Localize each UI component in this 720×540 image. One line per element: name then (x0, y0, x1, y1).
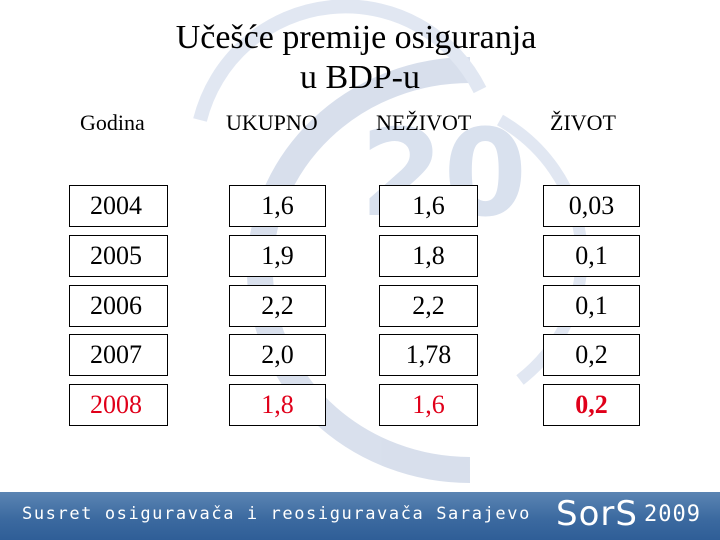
header-ukupno: UKUPNO (226, 110, 318, 135)
cell-ukupno-2007: 2,0 (229, 334, 326, 376)
cell-ukupno-2008: 1,8 (229, 384, 326, 426)
cell-zivot-2008: 0,2 (543, 384, 640, 426)
cell-nezivot-2004: 1,6 (379, 185, 478, 227)
cell-ukupno-2006: 2,2 (229, 285, 326, 327)
cell-year-2007: 2007 (69, 334, 168, 376)
cell-nezivot-2006: 2,2 (379, 285, 478, 327)
title-line-2: u BDP-u (300, 59, 420, 96)
title-line-1: Učešće premije osiguranja (175, 19, 537, 56)
cell-nezivot-2005: 1,8 (379, 235, 478, 277)
footer-bar: Susret osiguravača i reosiguravača Saraj… (0, 492, 720, 540)
header-zivot: ŽIVOT (550, 110, 616, 135)
cell-zivot-2004: 0,03 (543, 185, 640, 227)
cell-zivot-2007: 0,2 (543, 334, 640, 376)
header-godina: Godina (80, 110, 145, 135)
footer-year: 2009 (644, 502, 701, 527)
cell-nezivot-2007: 1,78 (379, 334, 478, 376)
cell-year-2004: 2004 (69, 185, 168, 227)
cell-year-2008: 2008 (69, 384, 168, 426)
footer-brand-logo: SorS (556, 494, 638, 534)
cell-nezivot-2008: 1,6 (379, 384, 478, 426)
cell-ukupno-2004: 1,6 (229, 185, 326, 227)
page-title: Učešće premije osiguranja u BDP-u (0, 18, 720, 98)
cell-year-2005: 2005 (69, 235, 168, 277)
cell-ukupno-2005: 1,9 (229, 235, 326, 277)
header-nezivot: NEŽIVOT (376, 110, 472, 135)
cell-zivot-2006: 0,1 (543, 285, 640, 327)
footer-event-name: Susret osiguravača i reosiguravača Saraj… (22, 504, 531, 524)
cell-year-2006: 2006 (69, 285, 168, 327)
cell-zivot-2005: 0,1 (543, 235, 640, 277)
